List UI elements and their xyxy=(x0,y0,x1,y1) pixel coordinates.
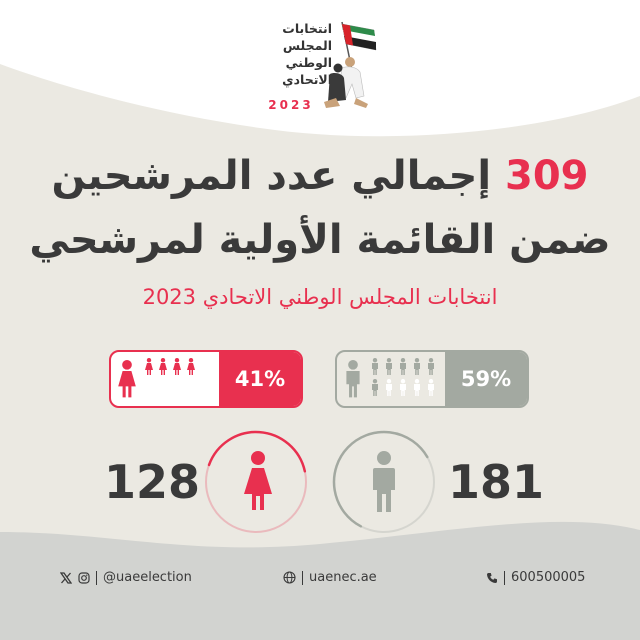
subtitle: انتخابات المجلس الوطني الاتحادي 2023 xyxy=(142,285,498,309)
male-small-person-icon xyxy=(414,358,420,375)
female-small-person-icon xyxy=(201,379,209,396)
male-small-person-icon xyxy=(372,358,378,375)
female-percentage-bar: 41% xyxy=(109,350,303,408)
instagram-icon[interactable] xyxy=(78,571,90,584)
male-small-person-icon xyxy=(400,379,406,396)
logo-line: الوطني xyxy=(285,55,332,70)
female-percent-label: 41% xyxy=(219,352,301,406)
globe-icon xyxy=(283,571,296,584)
male-small-person-icon xyxy=(414,379,420,396)
male-small-person-icon xyxy=(386,379,392,396)
male-small-person-icon xyxy=(372,379,378,396)
logo-line: المجلس xyxy=(282,38,332,53)
headline-text: إجمالي عدد المرشحين xyxy=(51,153,492,199)
female-ring xyxy=(205,430,307,533)
male-small-person-icon xyxy=(428,358,434,375)
logo-line: الاتحادي xyxy=(282,72,332,87)
phone-number[interactable]: 600500005 xyxy=(511,570,586,585)
female-small-person-icon xyxy=(201,358,209,375)
footer-phone: 600500005 xyxy=(486,570,585,585)
footer: @uaeelection uaenec.ae 600500005 xyxy=(0,566,640,590)
male-ring-arc xyxy=(332,430,429,528)
flag-bearers-icon xyxy=(324,21,377,108)
phone-icon xyxy=(487,572,497,583)
male-small-person-icon xyxy=(428,379,434,396)
female-small-person-icon xyxy=(173,379,181,396)
website-link[interactable]: uaenec.ae xyxy=(309,570,377,585)
logo-line: انتخابات xyxy=(282,21,332,36)
female-small-person-icon xyxy=(159,379,167,396)
logo-year: 2023 xyxy=(268,98,314,112)
female-small-person-icon xyxy=(145,379,153,396)
female-person-icon xyxy=(244,451,272,510)
male-percentage-bar: 59% xyxy=(335,350,529,408)
male-small-person-icon xyxy=(386,358,392,375)
x-icon[interactable] xyxy=(60,571,72,584)
male-percent-label: 59% xyxy=(445,352,527,406)
male-ring xyxy=(332,430,435,533)
female-small-person-icon xyxy=(187,358,195,375)
footer-separator xyxy=(302,570,303,585)
election-logo: انتخابات المجلس الوطني الاتحادي 2023 xyxy=(250,18,390,118)
male-count: 181 xyxy=(448,455,545,509)
logo-text: انتخابات المجلس الوطني الاتحادي xyxy=(252,20,332,88)
female-small-person-icon xyxy=(187,379,195,396)
footer-website: uaenec.ae xyxy=(283,570,377,585)
footer-separator xyxy=(504,570,505,585)
female-small-person-icon xyxy=(159,358,167,375)
social-handle[interactable]: @uaeelection xyxy=(103,570,192,585)
female-ring-arc xyxy=(207,430,307,473)
male-icons-grid xyxy=(346,358,434,398)
female-small-person-icon xyxy=(145,358,153,375)
female-small-person-icon xyxy=(173,358,181,375)
male-small-person-icon xyxy=(400,358,406,375)
male-person-icon xyxy=(373,451,395,512)
female-icons-grid xyxy=(118,358,209,398)
total-candidates-number: 309 xyxy=(505,153,589,199)
headline-line-2: ضمن القائمة الأولية لمرشحي xyxy=(29,217,611,263)
female-count: 128 xyxy=(104,455,201,509)
headline-line-1: 309 إجمالي عدد المرشحين xyxy=(20,146,620,206)
footer-separator xyxy=(96,570,97,585)
footer-social: @uaeelection xyxy=(60,570,192,585)
